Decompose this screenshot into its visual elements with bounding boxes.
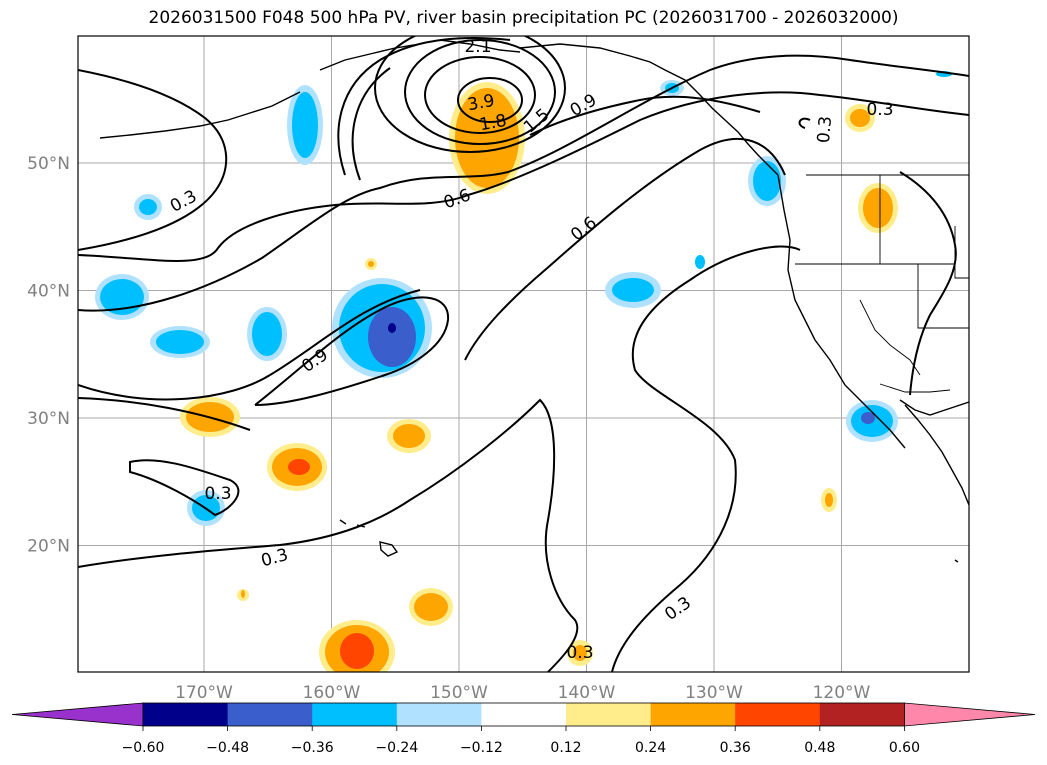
precip-blob [455, 88, 519, 188]
lon-tick-label: 160°W [303, 683, 361, 703]
colorbar-under-extension [11, 702, 144, 727]
pv-label: 0.3 [814, 115, 836, 144]
lat-tick-label: 40°N [27, 282, 70, 302]
precip-blob [612, 278, 654, 302]
precip-blob [753, 161, 781, 201]
pv-label: 0.3 [566, 643, 593, 663]
precip-blob [861, 412, 875, 424]
colorbar-tick-label: 0.24 [635, 740, 666, 756]
lon-tick-label: 130°W [685, 683, 743, 703]
lon-tick-label: 120°W [813, 683, 871, 703]
colorbar-tick-label: −0.24 [375, 740, 418, 756]
precip-blob [368, 261, 374, 267]
precip-blob [825, 493, 833, 507]
precip-blob [695, 255, 705, 269]
precip-blob [393, 424, 425, 448]
lat-tick-label: 30°N [27, 409, 70, 429]
colorbar-tick-label: 0.12 [550, 740, 581, 756]
precip-blob [156, 330, 204, 354]
precip-blob [139, 199, 157, 215]
lat-tick-label: 20°N [27, 537, 70, 557]
pv-contours [78, 36, 969, 672]
precip-blob [252, 312, 282, 356]
coastlines [99, 39, 969, 563]
colorbar-tick-label: −0.48 [206, 740, 249, 756]
pv-label: 1.8 [478, 111, 508, 135]
pv-label: 3.9 [466, 91, 496, 115]
precip-blob [340, 633, 374, 669]
longitude-labels: 170°W 160°W 150°W 140°W 130°W 120°W [175, 683, 870, 703]
colorbar-swatch [566, 703, 652, 726]
lon-tick-label: 150°W [430, 683, 488, 703]
colorbar-over-extension [904, 702, 1036, 727]
colorbar-swatch [481, 703, 567, 726]
precip-blob [241, 590, 245, 598]
colorbar-swatch [735, 703, 821, 726]
precip-blob [850, 109, 870, 127]
colorbar-tick-label: 0.36 [720, 740, 751, 756]
lon-tick-label: 170°W [175, 683, 233, 703]
colorbar-swatch [143, 703, 229, 726]
colorbar-tick-label: −0.12 [460, 740, 503, 756]
colorbar-tick-label: 0.48 [804, 740, 835, 756]
colorbar-swatch [819, 703, 905, 726]
precip-blob [388, 323, 396, 333]
colorbar-swatch [312, 703, 398, 726]
precip-blob [863, 188, 893, 228]
latitude-labels: 50°N 40°N 30°N 20°N [27, 154, 70, 557]
precip-blob [288, 459, 310, 475]
colorbar-swatch [227, 703, 313, 726]
figure-title: 2026031500 F048 500 hPa PV, river basin … [148, 8, 899, 28]
precip-blob [292, 92, 318, 158]
pv-label: 2.1 [464, 37, 491, 57]
precip-blob [100, 279, 144, 315]
colorbar [11, 702, 1036, 727]
pv-label: 0.3 [204, 484, 231, 504]
colorbar-tick-label: −0.60 [122, 740, 165, 756]
precip-blob [414, 593, 448, 621]
lon-tick-label: 140°W [558, 683, 616, 703]
precip-blob [573, 645, 587, 661]
pv-label: 0.3 [866, 100, 893, 120]
colorbar-tick-label: −0.36 [291, 740, 334, 756]
colorbar-tick-label: 0.60 [889, 740, 920, 756]
colorbar-frame [142, 702, 905, 727]
colorbar-swatch [396, 703, 482, 726]
colorbar-labels: −0.60 −0.48 −0.36 −0.24 −0.12 0.12 0.24 0.36 0.4… [122, 726, 920, 756]
map-frame [77, 35, 970, 673]
colorbar-swatch [650, 703, 736, 726]
lat-tick-label: 50°N [27, 154, 70, 174]
precip-blob [368, 307, 416, 367]
